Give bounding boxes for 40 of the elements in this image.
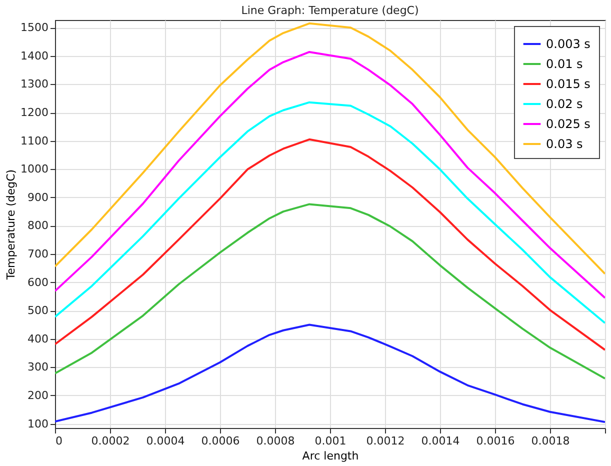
x-tick-label: 0.0016 <box>476 434 515 448</box>
y-tick-label: 300 <box>28 360 48 374</box>
y-tick-label: 100 <box>28 417 48 430</box>
chart-title: Line Graph: Temperature (degC) <box>241 4 419 17</box>
y-tick-label: 1000 <box>20 162 48 176</box>
y-tick-label: 800 <box>28 219 48 232</box>
legend-label: 0.003 s <box>546 37 590 51</box>
x-tick-label: 0.0012 <box>366 434 405 448</box>
y-tick-label: 1500 <box>20 21 48 34</box>
x-tick-label: 0.0002 <box>91 434 130 448</box>
y-tick-label: 900 <box>28 190 48 204</box>
x-tick-label: 0.001 <box>314 434 346 448</box>
y-tick-label: 1100 <box>20 134 48 148</box>
x-axis-title: Arc length <box>302 450 359 462</box>
x-tick-label: 0.0014 <box>421 434 460 448</box>
x-tick-label: 0.0006 <box>201 434 240 448</box>
line-series <box>55 324 605 424</box>
x-tick-label: 0.0008 <box>256 434 295 448</box>
y-tick-label: 1400 <box>20 49 48 62</box>
legend-label: 0.02 s <box>546 97 583 111</box>
y-tick-label: 500 <box>28 304 48 318</box>
line-series <box>55 22 605 275</box>
y-tick-label: 600 <box>28 276 48 289</box>
x-tick-label: 0 <box>56 434 62 448</box>
legend-label: 0.03 s <box>546 137 583 151</box>
y-tick-label: 400 <box>28 332 48 346</box>
y-tick-label: 200 <box>28 388 48 402</box>
y-tick-label: 700 <box>28 247 48 260</box>
line-series <box>55 50 605 299</box>
y-tick-label: 1200 <box>20 106 48 120</box>
x-tick-label: 0.0018 <box>531 434 570 448</box>
legend-label: 0.025 s <box>546 117 590 131</box>
line-series <box>55 203 605 380</box>
x-tick-label: 0.0004 <box>146 434 185 448</box>
line-series <box>55 101 605 324</box>
y-tick-label: 1300 <box>20 78 48 91</box>
legend-label: 0.015 s <box>546 77 590 91</box>
legend-label: 0.01 s <box>546 57 583 71</box>
line-series <box>55 138 605 351</box>
y-axis-title: Temperature (degC) <box>4 169 18 281</box>
